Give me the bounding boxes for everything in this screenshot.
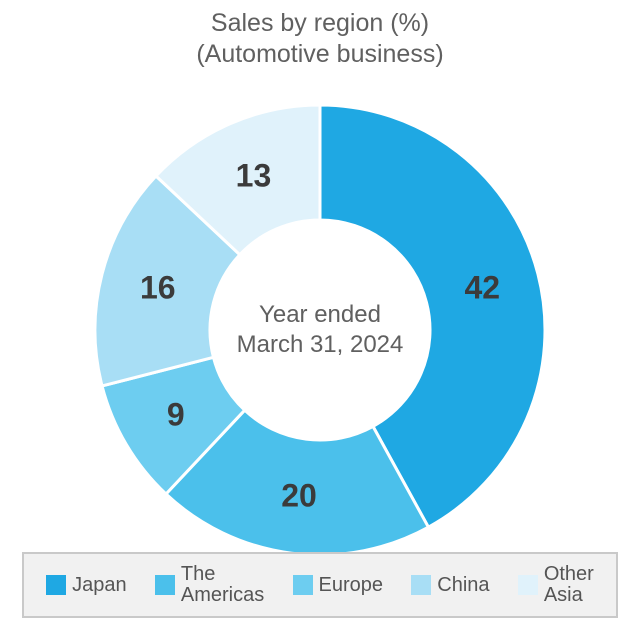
legend-swatch-europe — [293, 575, 313, 595]
value-label-japan: 42 — [464, 270, 500, 307]
donut-center-line2: March 31, 2024 — [237, 331, 404, 358]
legend-label-japan: Japan — [72, 575, 127, 596]
chart-container: Sales by region (%) (Automotive business… — [0, 0, 640, 640]
chart-title-line2: (Automotive business) — [196, 40, 443, 68]
legend-item-china: China — [411, 575, 489, 596]
value-label-china: 16 — [140, 270, 176, 307]
legend-label-americas: The Americas — [181, 564, 264, 606]
legend-swatch-china — [411, 575, 431, 595]
legend-item-europe: Europe — [293, 575, 384, 596]
legend-item-americas: The Americas — [155, 564, 264, 606]
donut-center-line1: Year ended — [259, 301, 381, 328]
legend-label-china: China — [437, 575, 489, 596]
legend-swatch-japan — [46, 575, 66, 595]
legend-item-other: Other Asia — [518, 564, 594, 606]
donut-center-text: Year ended March 31, 2024 — [237, 300, 404, 360]
value-label-other: 13 — [236, 158, 272, 195]
value-label-americas: 20 — [281, 478, 317, 515]
chart-title: Sales by region (%) (Automotive business… — [0, 8, 640, 71]
value-label-europe: 9 — [167, 397, 185, 434]
legend-swatch-other — [518, 575, 538, 595]
chart-title-line1: Sales by region (%) — [211, 9, 429, 37]
legend-label-europe: Europe — [319, 575, 384, 596]
legend: Japan The Americas Europe China Other Asia — [22, 552, 618, 618]
legend-item-japan: Japan — [46, 575, 127, 596]
legend-swatch-americas — [155, 575, 175, 595]
legend-label-other: Other Asia — [544, 564, 594, 606]
